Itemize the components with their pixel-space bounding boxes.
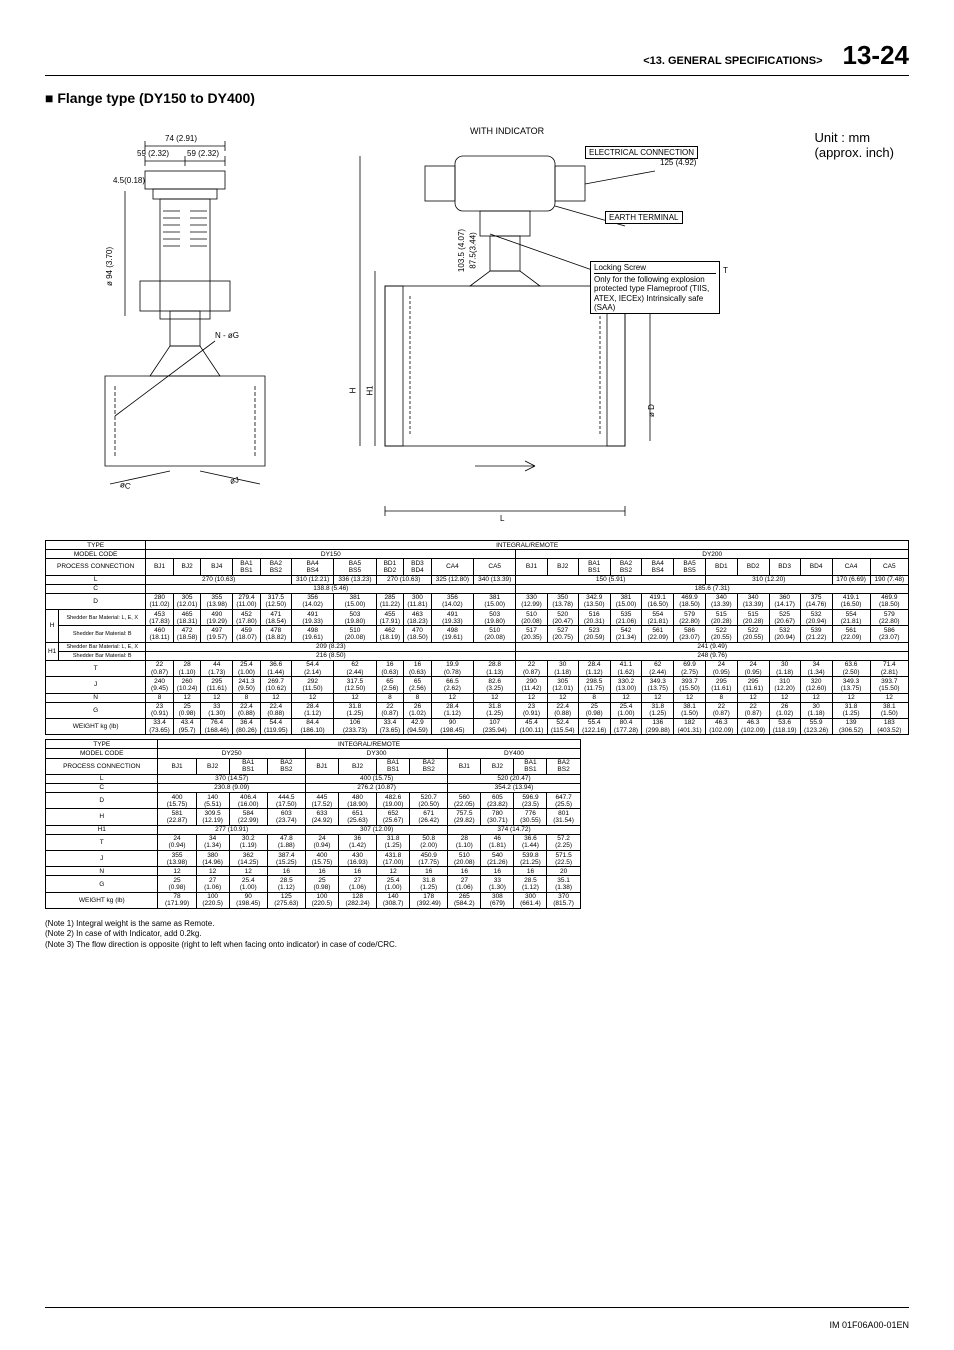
row2-N: N [46, 867, 158, 876]
row2-H1: H1 [46, 825, 158, 834]
dim-74: 74 (2.91) [165, 134, 197, 143]
diagram-left: 74 (2.91) 59 (2.32) 59 (2.32) 4.5(0.18) … [65, 116, 295, 496]
row-H: H [46, 610, 59, 643]
th-model: MODEL CODE [46, 550, 146, 559]
row2-C: C [46, 783, 158, 792]
locking-label: Locking Screw Only for the following exp… [590, 261, 720, 314]
L-label: L [500, 514, 504, 523]
th-dy200: DY200 [516, 550, 909, 559]
th-model2: MODEL CODE [46, 749, 158, 758]
subtitle: ■ Flange type (DY150 to DY400) [45, 90, 909, 106]
phiD-label: ø D [647, 404, 656, 417]
T-label: T [723, 266, 728, 275]
phiJ: øJ [229, 475, 240, 486]
row-J: J [46, 677, 146, 693]
dim-45: 4.5(0.18) [113, 176, 145, 185]
flange-left-svg [65, 116, 295, 496]
row-D: D [46, 593, 146, 609]
th-type2: TYPE [46, 740, 158, 749]
with-indicator: WITH INDICATOR [470, 126, 544, 136]
row2-W: WEIGHT kg (lb) [46, 892, 158, 908]
th-process: PROCESS CONNECTION [46, 559, 146, 575]
earth-label: EARTH TERMINAL [605, 211, 683, 224]
dim-phi94: ø 94 (3.70) [105, 247, 114, 286]
phiC: øC [119, 480, 131, 491]
row2-H: H [46, 809, 158, 825]
row2-T: T [46, 834, 158, 850]
row-H1: H1 [46, 642, 59, 660]
dim-875: 87.5(3.44) [469, 232, 478, 268]
diagram-right: WITH INDICATOR ELECTRICAL CONNECTION 125… [325, 116, 805, 526]
flange-right-svg [325, 116, 805, 526]
footer-rule [45, 1307, 909, 1308]
n-phiG: N - øG [215, 331, 239, 340]
th-integral2: INTEGRAL/REMOTE [158, 740, 580, 749]
dim-125: 125 (4.92) [660, 158, 696, 167]
dimension-table-1: TYPE INTEGRAL/REMOTE MODEL CODE DY150 DY… [45, 540, 909, 735]
footer-docid: IM 01F06A00-01EN [829, 1320, 909, 1330]
row-N: N [46, 693, 146, 702]
row-T: T [46, 660, 146, 676]
row-G: G [46, 702, 146, 718]
row-H1-s1: Shedder Bar Material: L, E, X [59, 642, 146, 651]
diagram-area: 74 (2.91) 59 (2.32) 59 (2.32) 4.5(0.18) … [65, 116, 909, 526]
th-dy150: DY150 [146, 550, 516, 559]
dimension-table-2: TYPE INTEGRAL/REMOTE MODEL CODE DY250 DY… [45, 739, 581, 909]
th-process2: PROCESS CONNECTION [46, 758, 158, 774]
row-C: C [46, 584, 146, 593]
row-H-s1: Shedder Bar Material: L, E, X [59, 610, 146, 626]
unit-note: Unit : mm (approx. inch) [815, 130, 894, 160]
row-weight: WEIGHT kg (lb) [46, 718, 146, 734]
th-integral: INTEGRAL/REMOTE [146, 541, 909, 550]
row-H-s2: Shedder Bar Material: B [59, 626, 146, 642]
row2-D: D [46, 793, 158, 809]
row-L: L [46, 575, 146, 584]
H1-label: H1 [366, 385, 375, 395]
dim-1035: 103.5 (4.07) [457, 229, 466, 272]
page-number: 13-24 [843, 40, 910, 71]
row2-G: G [46, 876, 158, 892]
page-header: <13. GENERAL SPECIFICATIONS> 13-24 [45, 40, 909, 76]
dim-59a: 59 (2.32) [137, 149, 169, 158]
notes: (Note 1) Integral weight is the same as … [45, 919, 909, 950]
row-H1-s2: Shedder Bar Material: B [59, 651, 146, 660]
dim-59b: 59 (2.32) [187, 149, 219, 158]
section-label: <13. GENERAL SPECIFICATIONS> [643, 55, 822, 67]
row2-J: J [46, 851, 158, 867]
row2-L: L [46, 774, 158, 783]
th-type: TYPE [46, 541, 146, 550]
H-label: H [348, 388, 357, 394]
